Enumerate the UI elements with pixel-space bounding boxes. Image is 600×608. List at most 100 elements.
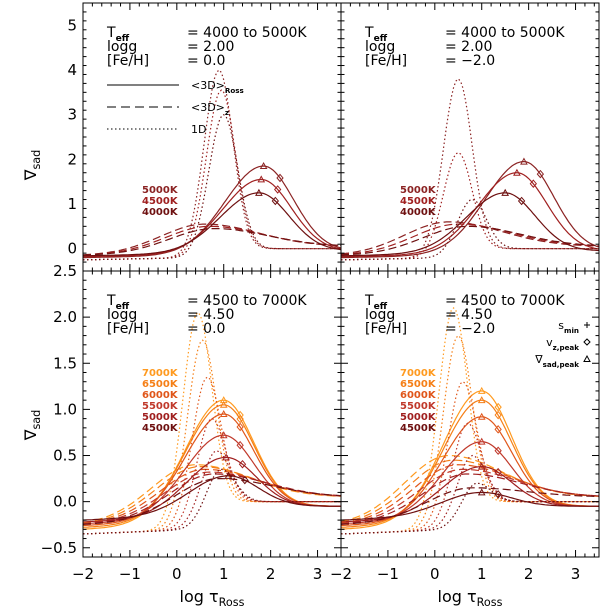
- marker-triangle-5500K: [477, 437, 486, 445]
- marker-triangle-5500K: [219, 431, 228, 439]
- feh-label: [Fe/H]: [107, 321, 149, 337]
- marker-triangle-5000K: [477, 462, 486, 470]
- curve-3d-ross-4500K: [82, 475, 341, 521]
- curves: [82, 69, 342, 261]
- legend-marker-plus: [584, 322, 590, 328]
- logg-label: logg: [107, 307, 137, 323]
- marker-diamond-5500K: [236, 440, 244, 450]
- temp-label-7000K: 7000K: [400, 368, 437, 379]
- y-tick-label: 1: [67, 195, 77, 213]
- marker-diamond-5000K: [536, 169, 545, 179]
- teff-label: Teff: [106, 293, 130, 312]
- y-axis-label-top: ∇sad: [21, 150, 43, 182]
- logg-label: logg: [365, 307, 395, 323]
- temp-label-7000K: 7000K: [142, 368, 179, 379]
- curve-1d-7000K: [82, 311, 341, 535]
- logg-value: = 2.00: [187, 39, 234, 55]
- curve-3d-z-4000K: [340, 225, 600, 256]
- marker-triangle-6500K: [219, 400, 228, 408]
- ticks: [340, 270, 599, 558]
- marker-diamond-6500K: [236, 414, 244, 424]
- curve-3d-z-5000K: [340, 473, 600, 525]
- legend-label-solid: <3D>Ross: [191, 79, 244, 95]
- marker-diamond-4500K: [529, 179, 537, 188]
- x-tick-label: 0: [172, 565, 182, 583]
- curve-1d-5000K: [82, 450, 341, 535]
- curve-1d-5000K: [341, 78, 599, 261]
- y-tick-label: 2.0: [53, 308, 77, 326]
- marker-diamond-4000K: [271, 196, 279, 206]
- x-tick-label: 1: [477, 565, 487, 583]
- curves: [340, 78, 600, 261]
- panel-top-left: 0 1 2 3 4 5 Teff = 4000 to 5000K logg = 2.00 [Fe/H…: [67, 2, 342, 272]
- panels: 0 1 2 3 4 5 Teff = 4000 to 5000K logg = 2.00 [Fe/H…: [41, 2, 600, 583]
- feh-label: [Fe/H]: [365, 53, 407, 69]
- curve-1d-4500K: [83, 89, 341, 261]
- curve-3d-ross-4500K: [83, 178, 342, 258]
- panel-bottom-right: −2 −1 0 1 2 3 Teff = 4500 to 7000K logg = 4.50 [Fe…: [330, 270, 600, 583]
- curve-3d-ross-4500K: [341, 172, 600, 258]
- legend-marker-triangle: [583, 354, 591, 362]
- x-tick-label: −1: [377, 565, 399, 583]
- marker-diamond-6500K: [494, 410, 502, 420]
- curve-3d-z-6500K: [340, 459, 600, 524]
- y-tick-label: 2: [67, 150, 77, 168]
- feh-value: = 0.0: [187, 321, 225, 337]
- curve-1d-4500K: [82, 468, 341, 535]
- panel-frame: [340, 270, 600, 558]
- curve-3d-z-4500K: [340, 487, 600, 525]
- y-tick-label: 1.5: [53, 354, 77, 372]
- curve-1d-4000K: [83, 113, 341, 261]
- x-tick-label: −2: [72, 565, 94, 583]
- panel-top-right: Teff = 4000 to 5000K logg = 2.00 [Fe/H] = −2.…: [340, 2, 600, 272]
- y-tick-label: 1.0: [53, 400, 77, 418]
- curve-3d-z-6000K: [82, 468, 342, 525]
- temp-label-6500K: 6500K: [142, 379, 179, 390]
- temp-label-4500K: 4500K: [142, 423, 179, 434]
- temp-label-6000K: 6000K: [400, 390, 437, 401]
- legend-label-triangle: ∇sad,peak: [534, 353, 579, 369]
- temp-label-4000K: 4000K: [400, 207, 437, 218]
- legend-label-dotted: 1D: [191, 123, 206, 136]
- y-tick-label: 0.5: [53, 447, 77, 465]
- legend-label-dashed: <3D>z: [191, 101, 229, 117]
- y-tick-label: 5: [67, 16, 77, 34]
- legend-marker-diamond: [583, 338, 591, 346]
- y-tick-label: 3: [67, 106, 77, 124]
- logg-label: logg: [365, 39, 395, 55]
- marker-diamond-6000K: [236, 422, 244, 432]
- teff-value: = 4500 to 7000K: [445, 293, 565, 309]
- curve-3d-z-4500K: [82, 478, 342, 525]
- legend-label-plus: smin: [558, 319, 579, 335]
- marker-diamond-5500K: [494, 446, 502, 456]
- ticks: [340, 2, 599, 272]
- teff-value: = 4000 to 5000K: [445, 25, 565, 41]
- feh-label: [Fe/H]: [107, 53, 149, 69]
- logg-label: logg: [107, 39, 137, 55]
- temp-label-5000K: 5000K: [142, 185, 179, 196]
- teff-label: Teff: [364, 25, 388, 44]
- x-tick-label: 0: [430, 565, 440, 583]
- marker-triangle-4000K: [501, 188, 510, 196]
- y-tick-label: 0: [67, 240, 77, 258]
- temp-label-4500K: 4500K: [400, 196, 437, 207]
- marker-triangle-4500K: [477, 488, 486, 496]
- x-tick-label: 1: [219, 565, 229, 583]
- y-tick-label: 4: [67, 61, 77, 79]
- curve-3d-z-4500K: [340, 223, 600, 256]
- temp-label-5500K: 5500K: [142, 401, 179, 412]
- x-axis-label-left: log τRoss: [180, 587, 245, 608]
- curve-1d-4500K: [341, 151, 599, 261]
- curve-1d-6000K: [82, 376, 341, 535]
- logg-value: = 4.50: [187, 307, 234, 323]
- marker-triangle-4500K: [224, 471, 233, 479]
- x-tick-label: 3: [571, 565, 581, 583]
- logg-value: = 4.50: [445, 307, 492, 323]
- panel-bottom-left: −0.5 0.0 0.5 1.0 1.5 2.0 2.5 −2 −1 0 1 2 3 Teff = 4500…: [41, 262, 342, 583]
- y-axis-label-bottom: ∇sad: [21, 410, 43, 442]
- curve-3d-ross-5500K: [340, 441, 599, 525]
- curve-3d-ross-6000K: [82, 413, 341, 527]
- curves: [82, 311, 342, 535]
- temp-label-6000K: 6000K: [142, 390, 179, 401]
